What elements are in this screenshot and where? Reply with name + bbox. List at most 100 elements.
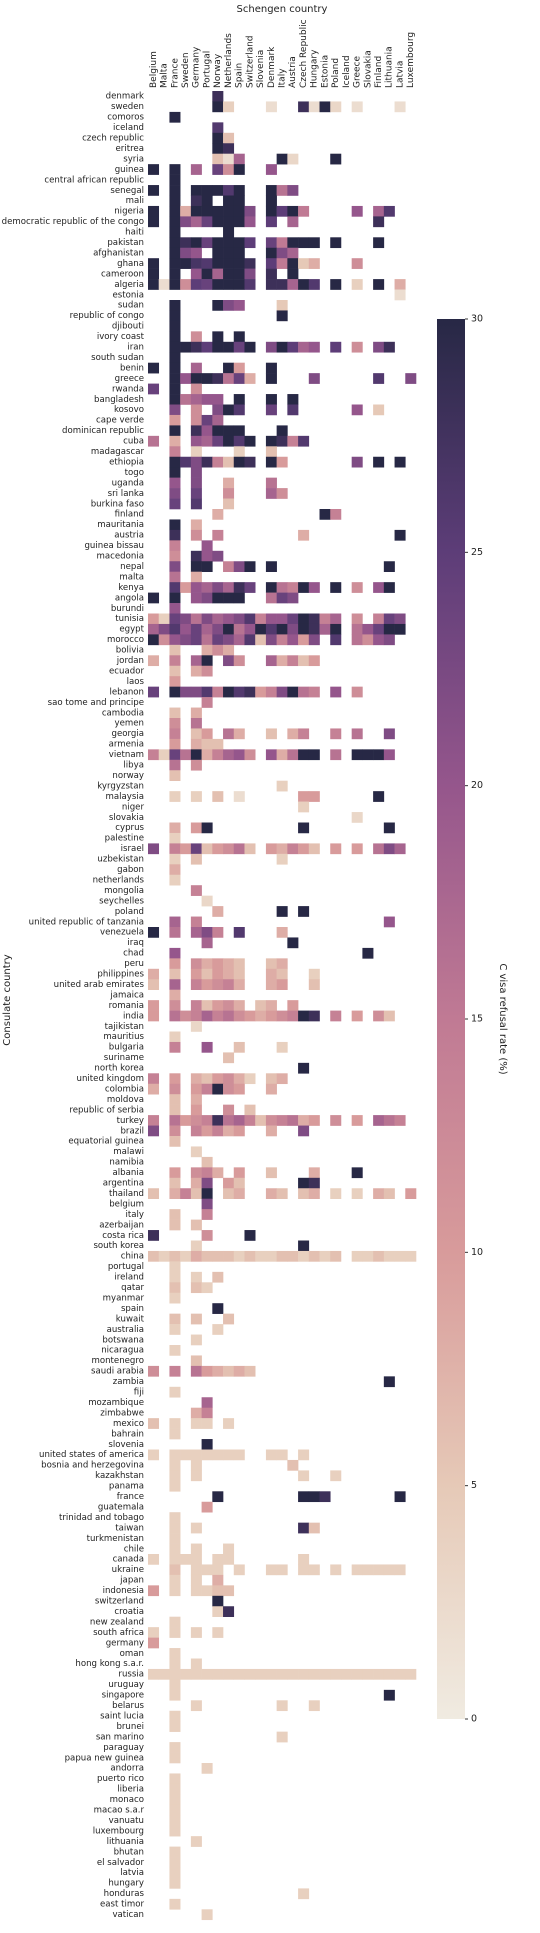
heatmap-cell xyxy=(233,623,245,635)
heatmap-cell xyxy=(212,529,224,541)
heatmap-cell xyxy=(276,592,288,604)
heatmap-cell xyxy=(201,895,213,907)
heatmap-cell xyxy=(265,655,277,667)
heatmap-cell xyxy=(405,1250,417,1262)
heatmap-cell xyxy=(265,394,277,405)
heatmap-cell xyxy=(351,341,363,353)
heatmap-cell xyxy=(201,341,213,353)
heatmap-cell xyxy=(223,456,235,468)
heatmap-cell xyxy=(330,1010,342,1022)
row-label: trinidad and tobago xyxy=(59,1513,144,1523)
row-label: fiji xyxy=(134,1388,144,1398)
heatmap-cell xyxy=(180,613,192,625)
row-label: bahrain xyxy=(111,1429,144,1439)
heatmap-cell xyxy=(169,216,181,228)
row-label: russia xyxy=(118,1670,144,1680)
heatmap-cell xyxy=(201,968,213,980)
heatmap-cell xyxy=(255,686,267,698)
heatmap-cell xyxy=(190,791,202,802)
heatmap-cell xyxy=(148,1449,160,1461)
row-label: republic of congo xyxy=(70,311,144,321)
row-label: armenia xyxy=(109,740,144,750)
heatmap-cell xyxy=(169,1271,181,1283)
heatmap-cell xyxy=(169,1449,181,1461)
heatmap-cell xyxy=(265,561,277,572)
heatmap-cell xyxy=(351,749,363,761)
heatmap-cell xyxy=(169,644,181,656)
heatmap-cell xyxy=(169,1689,181,1701)
heatmap-cell xyxy=(169,331,181,343)
heatmap-cell xyxy=(330,101,342,113)
heatmap-cell xyxy=(298,258,310,269)
heatmap-cell xyxy=(190,185,202,196)
heatmap-cell xyxy=(190,383,202,395)
heatmap-cell xyxy=(233,268,245,280)
heatmap-cell xyxy=(190,1627,202,1638)
heatmap-cell xyxy=(287,686,299,698)
column-label: Poland xyxy=(331,58,341,88)
row-label: seychelles xyxy=(99,896,144,906)
heatmap-cell xyxy=(287,1115,299,1126)
heatmap-cell xyxy=(190,1104,202,1116)
heatmap-cell xyxy=(148,279,160,290)
heatmap-cell xyxy=(233,613,245,625)
heatmap-cell xyxy=(190,268,202,280)
column-label: France xyxy=(170,58,180,88)
heatmap-cell xyxy=(148,843,160,855)
heatmap-cell xyxy=(223,686,235,698)
heatmap-cell xyxy=(148,1125,160,1137)
row-label: iran xyxy=(127,343,144,353)
row-label: india xyxy=(123,1011,144,1021)
heatmap-cell xyxy=(233,1125,245,1137)
heatmap-cell xyxy=(265,1010,277,1022)
heatmap-cell xyxy=(244,216,256,228)
heatmap-cell xyxy=(244,1250,256,1262)
heatmap-cell xyxy=(212,268,224,280)
row-label: vatican xyxy=(112,1910,144,1920)
heatmap-cell xyxy=(201,1010,213,1022)
heatmap-cell xyxy=(169,1136,181,1147)
row-label: turkey xyxy=(117,1116,144,1126)
heatmap-cell xyxy=(265,341,277,353)
heatmap-cell xyxy=(298,655,310,667)
heatmap-cell xyxy=(169,1554,181,1565)
heatmap-cell xyxy=(190,979,202,990)
heatmap-cell xyxy=(169,1773,181,1785)
heatmap-cell xyxy=(244,686,256,698)
heatmap-cell xyxy=(169,989,181,1001)
heatmap-cell xyxy=(244,582,256,593)
heatmap-cell xyxy=(169,488,181,499)
heatmap-cell xyxy=(212,1115,224,1126)
row-label: mozambique xyxy=(88,1398,144,1408)
heatmap-cell xyxy=(276,1250,288,1262)
heatmap-cell xyxy=(212,216,224,228)
heatmap-cell xyxy=(180,749,192,761)
heatmap-cell xyxy=(169,916,181,928)
heatmap-cell xyxy=(287,153,299,165)
heatmap-cell xyxy=(190,686,202,698)
heatmap-cell xyxy=(190,279,202,290)
heatmap-cell xyxy=(265,582,277,593)
heatmap-cell xyxy=(373,613,385,625)
heatmap-cell xyxy=(169,571,181,583)
heatmap-cell xyxy=(308,634,320,646)
heatmap-cell xyxy=(351,1668,363,1680)
column-label: Greece xyxy=(353,56,363,88)
row-label: guinea bissau xyxy=(84,541,144,551)
heatmap-cell xyxy=(190,1700,202,1712)
heatmap-cell xyxy=(298,1564,310,1576)
heatmap-cell xyxy=(169,1512,181,1523)
heatmap-cell xyxy=(190,414,202,426)
heatmap-cell xyxy=(265,979,277,990)
heatmap-cell xyxy=(148,383,160,395)
heatmap-cell xyxy=(298,1177,310,1189)
heatmap-cell xyxy=(223,1115,235,1126)
heatmap-cell xyxy=(190,1564,202,1576)
heatmap-cell xyxy=(373,1188,385,1199)
heatmap-cell xyxy=(201,456,213,468)
row-label: guinea xyxy=(115,165,144,175)
heatmap-cell xyxy=(351,686,363,698)
heatmap-cell xyxy=(169,1898,181,1910)
heatmap-cell xyxy=(169,582,181,593)
heatmap-cell xyxy=(244,634,256,646)
